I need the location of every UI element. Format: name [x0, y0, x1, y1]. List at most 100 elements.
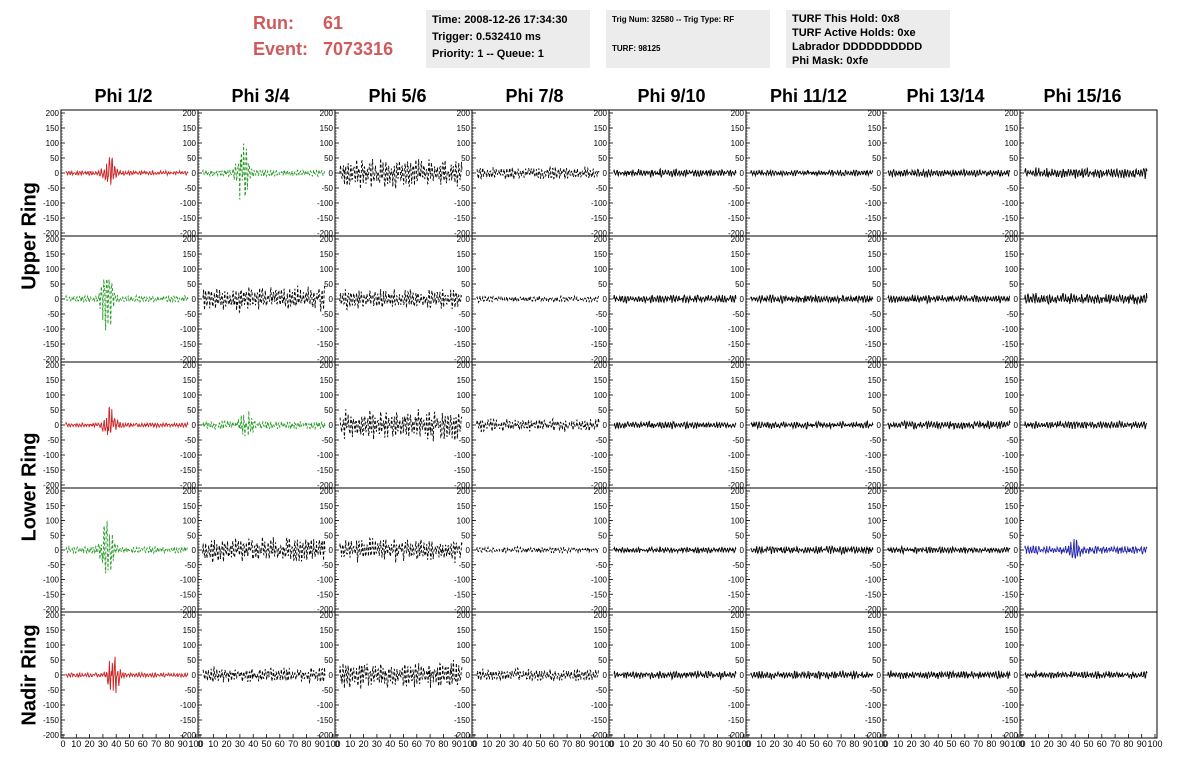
- y-tick-label: 150: [457, 502, 471, 511]
- x-tick-label: 80: [301, 739, 311, 749]
- y-tick-label: -200: [317, 229, 334, 238]
- waveform-trace: [1024, 167, 1148, 180]
- turf-active-line: TURF Active Holds: 0xe: [792, 27, 916, 39]
- x-tick-label: 10: [345, 739, 355, 749]
- y-tick-label: -200: [591, 605, 608, 614]
- y-tick-label: 0: [466, 671, 471, 680]
- x-tick-label: 0: [197, 739, 202, 749]
- y-tick-label: -100: [865, 701, 882, 710]
- y-tick-label: 200: [457, 235, 471, 244]
- y-tick-label: 100: [1005, 517, 1019, 526]
- y-tick-label: -100: [865, 199, 882, 208]
- x-tick-label: 90: [178, 739, 188, 749]
- y-tick-label: 150: [868, 124, 882, 133]
- y-tick-label: 50: [324, 406, 333, 415]
- y-tick-label: -50: [184, 310, 196, 319]
- y-tick-label: -50: [321, 310, 333, 319]
- y-tick-label: -200: [1002, 481, 1019, 490]
- waveform-trace: [476, 294, 600, 304]
- y-tick-label: -200: [865, 731, 882, 740]
- x-tick-label: 80: [849, 739, 859, 749]
- y-tick-label: -100: [43, 325, 60, 334]
- y-tick-label: 50: [1009, 280, 1018, 289]
- y-tick-label: -200: [454, 605, 471, 614]
- y-tick-label: 100: [868, 517, 882, 526]
- y-tick-label: 200: [183, 487, 197, 496]
- y-tick-label: -50: [184, 436, 196, 445]
- y-tick-label: 50: [50, 656, 59, 665]
- y-tick-label: 100: [594, 139, 608, 148]
- y-tick-label: 100: [731, 517, 745, 526]
- y-tick-label: 0: [1014, 295, 1019, 304]
- x-tick-label: 100: [736, 739, 751, 749]
- y-tick-label: -50: [458, 686, 470, 695]
- y-tick-label: -150: [454, 590, 471, 599]
- y-tick-label: 0: [603, 295, 608, 304]
- y-tick-label: 100: [183, 139, 197, 148]
- waveform-trace: [613, 294, 737, 305]
- y-tick-label: 100: [46, 517, 60, 526]
- y-tick-label: 150: [594, 376, 608, 385]
- y-tick-label: 50: [735, 531, 744, 540]
- column-header-phi-13-14: Phi 13/14: [906, 86, 985, 106]
- x-tick-label: 70: [288, 739, 298, 749]
- y-tick-label: 0: [1014, 546, 1019, 555]
- waveform-trace: [65, 406, 189, 436]
- y-tick-label: 0: [466, 295, 471, 304]
- y-tick-label: -100: [43, 576, 60, 585]
- y-tick-label: 150: [320, 626, 334, 635]
- panel-frame: [334, 611, 473, 739]
- y-tick-label: -100: [180, 325, 197, 334]
- y-tick-label: 100: [1005, 265, 1019, 274]
- y-tick-label: 100: [457, 517, 471, 526]
- x-tick-label: 80: [575, 739, 585, 749]
- y-tick-label: 50: [598, 656, 607, 665]
- x-tick-label: 90: [589, 739, 599, 749]
- x-tick-label: 40: [385, 739, 395, 749]
- x-tick-label: 90: [315, 739, 325, 749]
- y-tick-label: 100: [731, 391, 745, 400]
- y-tick-label: -150: [728, 716, 745, 725]
- y-tick-label: 0: [55, 295, 60, 304]
- y-tick-label: -200: [317, 481, 334, 490]
- y-tick-label: 0: [877, 295, 882, 304]
- y-tick-label: -200: [591, 731, 608, 740]
- x-tick-label: 50: [124, 739, 134, 749]
- x-tick-label: 0: [334, 739, 339, 749]
- x-tick-label: 10: [1030, 739, 1040, 749]
- y-tick-label: 0: [740, 421, 745, 430]
- x-tick-label: 100: [873, 739, 888, 749]
- y-tick-label: -100: [180, 701, 197, 710]
- x-tick-label: 50: [535, 739, 545, 749]
- x-tick-label: 50: [946, 739, 956, 749]
- y-tick-label: 100: [320, 265, 334, 274]
- y-tick-label: 50: [735, 406, 744, 415]
- y-tick-label: 200: [1005, 235, 1019, 244]
- y-tick-label: 0: [740, 169, 745, 178]
- y-tick-label: -100: [317, 325, 334, 334]
- y-tick-label: 50: [50, 406, 59, 415]
- y-tick-label: 50: [1009, 531, 1018, 540]
- waveform-trace: [476, 666, 600, 682]
- y-tick-label: -100: [1002, 451, 1019, 460]
- trigger-line: Trigger: 0.532410 ms: [432, 31, 541, 43]
- y-tick-label: 100: [594, 517, 608, 526]
- y-tick-label: -200: [43, 605, 60, 614]
- x-tick-label: 20: [770, 739, 780, 749]
- turf-hold-line: TURF This Hold: 0x8: [792, 13, 900, 25]
- y-tick-label: -200: [1002, 229, 1019, 238]
- y-tick-label: -150: [865, 590, 882, 599]
- turf-info-box: TURF This Hold: 0x8 TURF Active Holds: 0…: [786, 10, 950, 68]
- y-tick-label: -100: [865, 325, 882, 334]
- x-tick-label: 0: [471, 739, 476, 749]
- x-tick-label: 70: [973, 739, 983, 749]
- waveform-trace: [202, 410, 326, 437]
- y-tick-label: -100: [1002, 701, 1019, 710]
- y-tick-label: -100: [728, 451, 745, 460]
- y-tick-label: -100: [728, 325, 745, 334]
- y-tick-label: 100: [457, 391, 471, 400]
- y-tick-label: 0: [603, 671, 608, 680]
- y-tick-label: 0: [740, 546, 745, 555]
- y-tick-label: -50: [47, 310, 59, 319]
